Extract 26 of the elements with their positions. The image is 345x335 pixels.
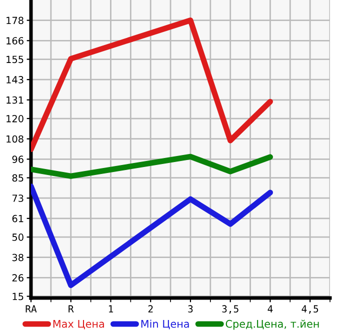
y-tick-label: 61 (12, 214, 24, 222)
x-tick-label: R (68, 305, 74, 312)
y-tick-label: 143 (6, 76, 24, 84)
legend-label: Сред.Цена, т.йен (226, 320, 319, 330)
y-tick-label: 178 (6, 16, 24, 24)
y-tick-label: 85 (12, 174, 24, 182)
legend-label: Max Цена (53, 320, 104, 330)
y-tick-label: 26 (12, 274, 24, 282)
y-tick-label: 50 (12, 234, 24, 241)
x-tick-label: 2 (148, 305, 153, 312)
y-tick-label: 73 (12, 194, 24, 202)
y-tick-label: 155 (6, 56, 24, 64)
y-tick-label: 96 (12, 156, 24, 163)
y-tick-label: 108 (6, 135, 24, 143)
x-tick-label: 4 (268, 305, 273, 312)
x-tick-label: 3 (188, 305, 193, 313)
y-tick-label: 15 (12, 292, 24, 300)
y-tick-label: 131 (6, 96, 24, 104)
legend-label: Min Цена (141, 320, 189, 330)
x-tick-label: 1 (108, 305, 113, 312)
x-tick-label: 4,5 (302, 305, 318, 314)
y-tick-label: 166 (6, 37, 24, 44)
x-tick-label: RA (26, 305, 37, 312)
y-tick-label: 38 (12, 254, 24, 262)
x-tick-label: 3,5 (222, 305, 238, 314)
y-tick-label: 120 (6, 115, 24, 122)
